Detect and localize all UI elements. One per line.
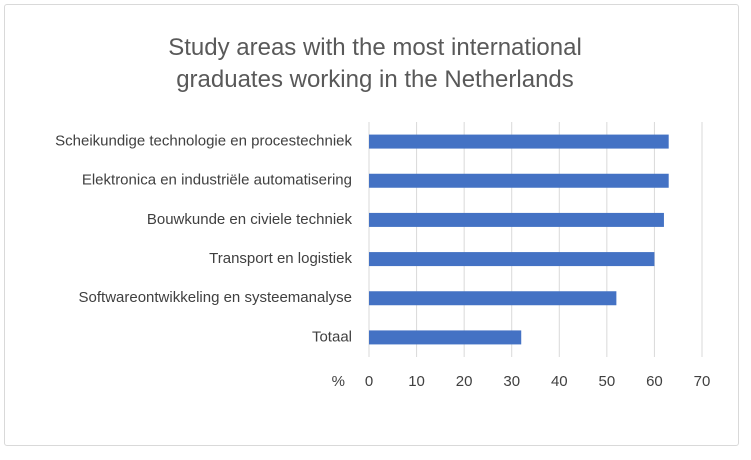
x-tick-label: 40	[551, 373, 568, 390]
bar	[369, 291, 617, 306]
x-tick-label: 0	[365, 373, 373, 390]
x-tick-label: 70	[694, 373, 711, 390]
bar	[369, 330, 522, 345]
x-tick-label: 10	[408, 373, 425, 390]
chart-title: Study areas with the most international …	[168, 34, 582, 93]
x-tick-label: 50	[599, 373, 616, 390]
bar	[369, 173, 669, 188]
y-tick-label: Totaal	[312, 328, 352, 345]
x-axis-label: %	[332, 373, 345, 390]
chart-frame	[4, 4, 739, 446]
y-tick-label: Softwareontwikkeling en systeemanalyse	[79, 289, 352, 306]
y-tick-label: Bouwkunde en civiele techniek	[147, 211, 353, 228]
bar	[369, 134, 669, 149]
bar	[369, 252, 655, 267]
bar	[369, 212, 664, 227]
x-tick-label: 30	[503, 373, 520, 390]
y-tick-label: Transport en logistiek	[209, 250, 352, 267]
x-tick-label: 60	[646, 373, 663, 390]
y-tick-label: Elektronica en industriële automatiserin…	[82, 172, 352, 189]
x-tick-label: 20	[456, 373, 473, 390]
y-tick-label: Scheikundige technologie en procestechni…	[55, 133, 352, 150]
